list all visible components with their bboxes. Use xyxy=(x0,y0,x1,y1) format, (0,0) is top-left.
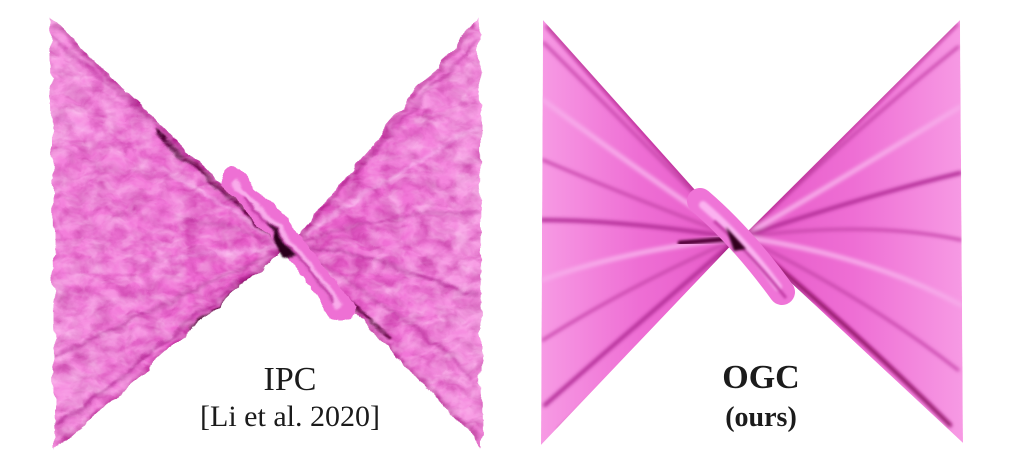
twist-band xyxy=(219,167,353,319)
method-citation-ogc: (ours) xyxy=(725,401,797,433)
cloth-silhouette-ogc-left xyxy=(541,20,738,445)
method-label-ogc: OGC xyxy=(722,359,800,396)
caption-ogc: OGC (ours) xyxy=(722,359,799,434)
caption-ipc: IPC [Li et al. 2020] xyxy=(200,361,380,434)
cloth-render-ogc xyxy=(541,20,963,445)
cloth-render-ipc xyxy=(49,14,480,448)
twist-band xyxy=(687,188,795,305)
method-citation-ipc: [Li et al. 2020] xyxy=(200,399,380,433)
method-label-ipc: IPC xyxy=(263,361,317,398)
